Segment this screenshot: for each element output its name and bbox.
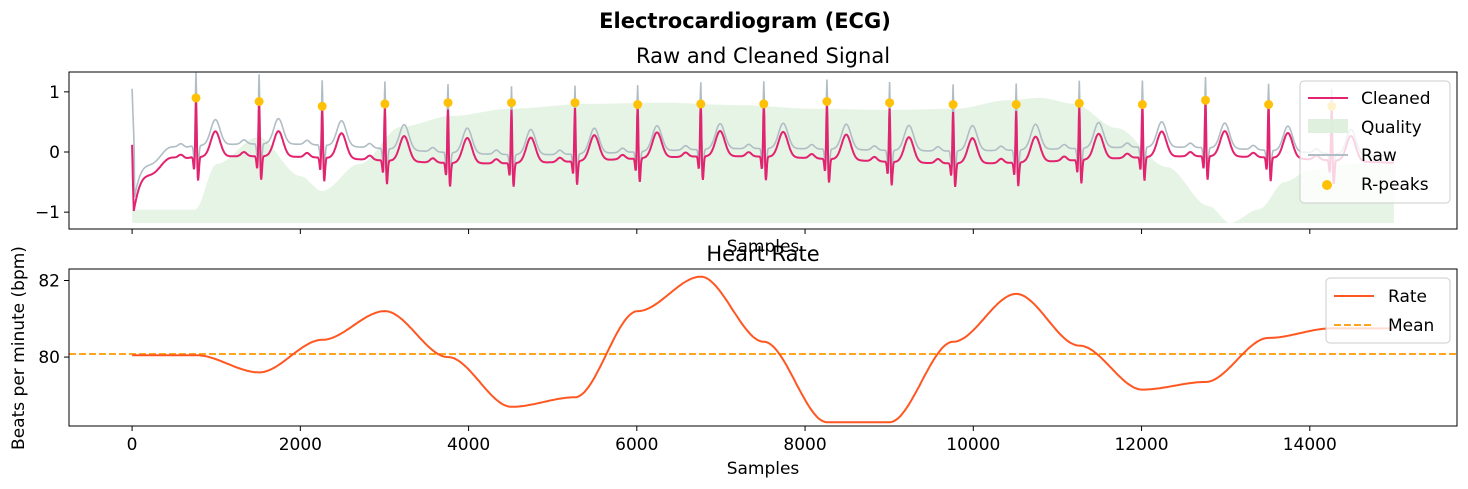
r-peak-point bbox=[191, 93, 201, 103]
legend-rpeaks-label: R-peaks bbox=[1361, 175, 1429, 195]
legend-mean-label: Mean bbox=[1388, 316, 1434, 336]
rate-x-tick-label: 8000 bbox=[783, 435, 826, 455]
rate-x-tick-label: 0 bbox=[127, 435, 138, 455]
ecg-x-axis bbox=[131, 229, 1311, 234]
ecg-panel-title: Raw and Cleaned Signal bbox=[636, 44, 890, 68]
rate-plot-frame bbox=[68, 268, 1458, 427]
r-peak-point bbox=[380, 99, 390, 109]
rate-x-tick-label: 14000 bbox=[1283, 435, 1337, 455]
rate-x-tick-label: 6000 bbox=[615, 435, 658, 455]
legend-quality-swatch bbox=[1308, 119, 1348, 133]
r-peak-point bbox=[1011, 100, 1021, 109]
ecg-y-tick-label: 1 bbox=[49, 83, 60, 103]
rate-x-tick-label: 2000 bbox=[279, 435, 322, 455]
rate-y-axis: 80 82 bbox=[38, 271, 69, 368]
legend-rate-label: Rate bbox=[1388, 287, 1427, 307]
rate-panel-title: Heart Rate bbox=[706, 242, 819, 266]
ecg-y-axis: −1 0 1 bbox=[35, 83, 69, 223]
legend-rpeaks-swatch bbox=[1322, 180, 1332, 190]
r-peak-point bbox=[696, 99, 706, 109]
rate-x-tick-label: 10000 bbox=[946, 435, 1000, 455]
r-peak-point bbox=[507, 98, 516, 108]
cleaned-signal-line bbox=[131, 98, 1394, 212]
heart-rate-line bbox=[132, 275, 1394, 424]
rate-legend-box bbox=[1325, 277, 1451, 344]
r-peak-point bbox=[759, 99, 769, 109]
r-peak-point bbox=[885, 98, 895, 108]
r-peak-point bbox=[1137, 100, 1147, 109]
r-peak-point bbox=[822, 97, 832, 106]
legend-cleaned-label: Cleaned bbox=[1361, 89, 1431, 109]
rate-y-tick-label: 80 bbox=[38, 348, 60, 368]
r-peak-point bbox=[254, 97, 264, 106]
ecg-legend-box bbox=[1299, 80, 1451, 204]
legend-raw-label: Raw bbox=[1361, 146, 1397, 166]
ecg-plot-frame bbox=[68, 71, 1458, 230]
r-peak-point bbox=[948, 100, 958, 109]
rate-x-tick-label: 12000 bbox=[1114, 435, 1168, 455]
rate-y-axis-label: Beats per minute (bpm) bbox=[9, 246, 29, 450]
r-peak-point bbox=[443, 98, 453, 108]
r-peak-point bbox=[317, 101, 327, 111]
ecg-y-tick-label: 0 bbox=[49, 143, 60, 163]
rate-panel: Heart Rate 80 82 0 2000 4000 6000 8000 10000 12… bbox=[9, 242, 1458, 479]
rate-x-axis-label: Samples bbox=[727, 459, 800, 479]
r-peak-point bbox=[570, 98, 580, 108]
rate-y-tick-label: 82 bbox=[38, 271, 60, 291]
ecg-panel: Raw and Cleaned Signal −1 0 1 Samples Clea… bbox=[35, 44, 1458, 257]
ecg-y-tick-label: −1 bbox=[35, 203, 60, 223]
legend-quality-label: Quality bbox=[1361, 118, 1422, 138]
figure-title: Electrocardiogram (ECG) bbox=[599, 9, 891, 33]
r-peak-point bbox=[1201, 95, 1210, 105]
ecg-legend: Cleaned Quality Raw R-peaks bbox=[1299, 80, 1451, 204]
r-peak-point bbox=[1074, 98, 1084, 108]
ecg-x-axis-label: Samples bbox=[727, 237, 800, 257]
rate-x-axis: 0 2000 4000 6000 8000 10000 12000 14000 bbox=[127, 426, 1337, 455]
rate-x-tick-label: 4000 bbox=[447, 435, 490, 455]
rate-legend: Rate Mean bbox=[1325, 277, 1451, 344]
r-peak-point bbox=[1264, 100, 1274, 109]
r-peaks-markers bbox=[191, 93, 1337, 111]
r-peak-point bbox=[633, 100, 643, 109]
